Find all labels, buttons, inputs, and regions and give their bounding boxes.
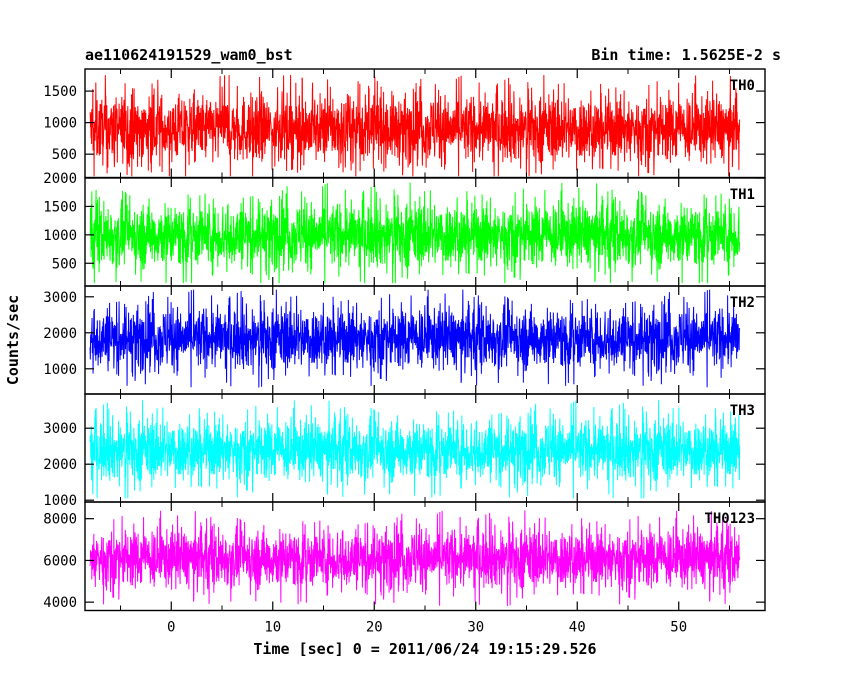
y-tick-label: 1500 bbox=[43, 199, 77, 215]
y-tick-label: 3000 bbox=[43, 421, 77, 437]
y-tick-label: 6000 bbox=[43, 553, 77, 569]
y-tick-label: 3000 bbox=[43, 290, 77, 306]
x-tick-label: 0 bbox=[167, 620, 175, 636]
y-tick-label: 1500 bbox=[43, 84, 77, 100]
header-left-title: ae110624191529_wam0_bst bbox=[85, 46, 293, 64]
y-tick-label: 1000 bbox=[43, 362, 77, 378]
x-tick-label: 20 bbox=[366, 620, 383, 636]
panel-label-th0123: TH0123 bbox=[704, 511, 755, 527]
series-line-th0123 bbox=[89, 510, 741, 606]
series-line-th1 bbox=[89, 182, 741, 284]
panel-label-th0: TH0 bbox=[730, 78, 755, 94]
y-tick-label: 1000 bbox=[43, 116, 77, 132]
y-tick-label: 2000 bbox=[43, 457, 77, 473]
y-tick-label: 500 bbox=[52, 147, 77, 163]
x-tick-label: 10 bbox=[264, 620, 281, 636]
y-tick-label: 4000 bbox=[43, 595, 77, 611]
x-tick-label: 40 bbox=[569, 620, 586, 636]
y-tick-label: 1000 bbox=[43, 228, 77, 244]
y-tick-label: 1000 bbox=[43, 493, 77, 509]
panel-label-th1: TH1 bbox=[730, 187, 755, 203]
x-axis-label: Time [sec] 0 = 2011/06/24 19:15:29.526 bbox=[253, 640, 596, 658]
panel-label-th2: TH2 bbox=[730, 295, 755, 311]
x-tick-label: 50 bbox=[670, 620, 687, 636]
y-tick-label: 500 bbox=[52, 256, 77, 272]
series-line-th3 bbox=[89, 400, 741, 499]
series-line-th0 bbox=[89, 74, 741, 177]
series-line-th2 bbox=[89, 289, 741, 388]
y-tick-label: 8000 bbox=[43, 512, 77, 528]
y-tick-label: 2000 bbox=[43, 326, 77, 342]
y-tick-label: 2000 bbox=[43, 171, 77, 187]
header-right-title: Bin time: 1.5625E-2 s bbox=[591, 46, 781, 64]
y-axis-label: Counts/sec bbox=[4, 295, 22, 385]
panel-label-th3: TH3 bbox=[730, 403, 755, 419]
x-tick-label: 30 bbox=[467, 620, 484, 636]
